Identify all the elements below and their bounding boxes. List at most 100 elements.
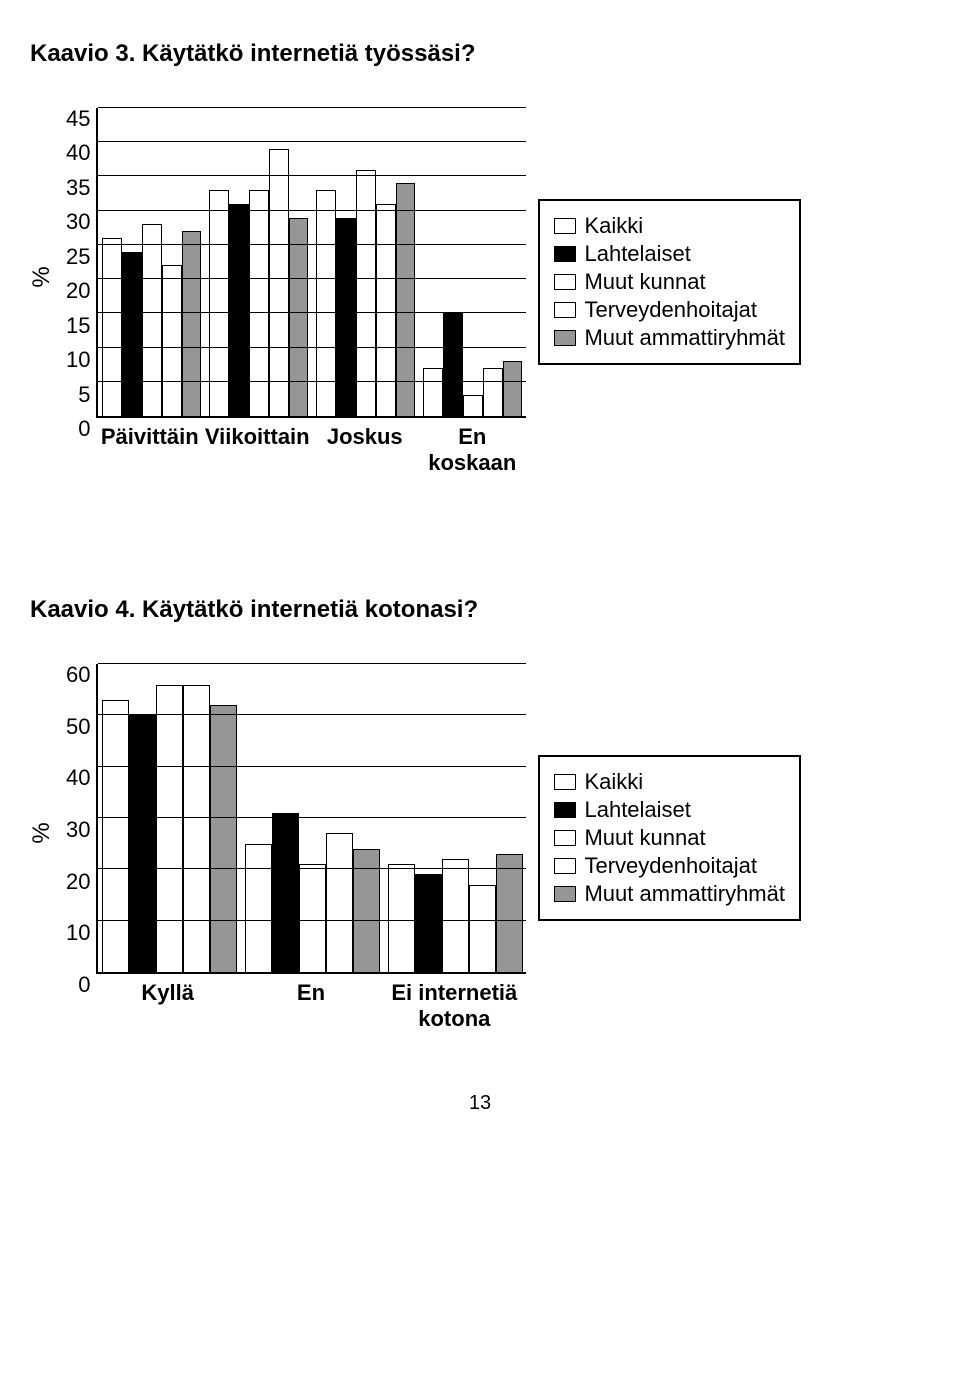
bar: [336, 218, 356, 416]
chart2-plot: [96, 664, 526, 974]
gridline: [98, 920, 526, 921]
bar-group: [98, 108, 205, 416]
bar: [182, 231, 202, 416]
chart2-legend: KaikkiLahtelaisetMuut kunnatTerveydenhoi…: [538, 755, 801, 921]
bar: [102, 700, 129, 972]
chart1-ylabel: %: [28, 265, 56, 289]
bar: [316, 190, 336, 416]
bar: [483, 368, 503, 416]
bar: [356, 170, 376, 416]
bar: [102, 238, 122, 416]
legend-label: Muut kunnat: [584, 825, 705, 851]
legend-label: Lahtelaiset: [584, 797, 690, 823]
gridline: [98, 107, 526, 108]
legend-label: Kaikki: [584, 769, 643, 795]
gridline: [98, 766, 526, 767]
bar: [122, 252, 142, 416]
chart2-xticks: KylläEnEi internetiä kotona: [96, 980, 526, 1032]
gridline: [98, 175, 526, 176]
bar: [353, 849, 380, 972]
bar: [326, 833, 353, 972]
bar: [142, 224, 162, 416]
gridline: [98, 663, 526, 664]
bar: [443, 313, 463, 416]
legend-item: Muut kunnat: [554, 269, 785, 295]
bar: [249, 190, 269, 416]
legend-label: Muut ammattiryhmät: [584, 881, 785, 907]
bar-group: [312, 108, 419, 416]
xtick-label: Ei internetiä kotona: [383, 980, 526, 1032]
legend-swatch: [554, 886, 576, 902]
legend-swatch: [554, 246, 576, 262]
bar-group: [98, 664, 241, 972]
legend-swatch: [554, 218, 576, 234]
chart1: % 454035302520151050 PäivittäinViikoitta…: [30, 108, 930, 476]
chart1-plot: [96, 108, 526, 418]
legend-swatch: [554, 802, 576, 818]
gridline: [98, 381, 526, 382]
chart2-yticks: 6050403020100: [66, 664, 96, 974]
bar: [376, 204, 396, 416]
legend-label: Muut ammattiryhmät: [584, 325, 785, 351]
bar: [496, 854, 523, 972]
bar-group: [205, 108, 312, 416]
legend-item: Lahtelaiset: [554, 797, 785, 823]
bar: [129, 715, 156, 972]
xtick-label: En: [239, 980, 382, 1032]
gridline: [98, 312, 526, 313]
chart2-ylabel: %: [28, 821, 56, 845]
bar-group: [384, 664, 527, 972]
xtick-label: Joskus: [311, 424, 419, 476]
legend-item: Muut kunnat: [554, 825, 785, 851]
bar: [245, 844, 272, 972]
legend-label: Kaikki: [584, 213, 643, 239]
legend-label: Terveydenhoitajat: [584, 297, 756, 323]
chart2: % 6050403020100 KylläEnEi internetiä kot…: [30, 664, 930, 1032]
bar-group: [419, 108, 526, 416]
legend-item: Kaikki: [554, 213, 785, 239]
bar: [210, 705, 237, 972]
gridline: [98, 868, 526, 869]
chart1-title: Kaavio 3. Käytätkö internetiä työssäsi?: [30, 40, 930, 68]
bar: [299, 864, 326, 972]
bar: [423, 368, 443, 416]
xtick-label: En koskaan: [419, 424, 527, 476]
bar: [183, 685, 210, 972]
gridline: [98, 141, 526, 142]
chart1-legend: KaikkiLahtelaisetMuut kunnatTerveydenhoi…: [538, 199, 801, 365]
bar: [503, 361, 523, 416]
legend-swatch: [554, 858, 576, 874]
legend-swatch: [554, 274, 576, 290]
chart1-yticks: 454035302520151050: [66, 108, 96, 418]
gridline: [98, 278, 526, 279]
legend-swatch: [554, 330, 576, 346]
bar: [272, 813, 299, 972]
bar: [209, 190, 229, 416]
gridline: [98, 244, 526, 245]
legend-swatch: [554, 302, 576, 318]
bar: [289, 218, 309, 416]
xtick-label: Viikoittain: [204, 424, 312, 476]
bar: [442, 859, 469, 972]
bar-group: [241, 664, 384, 972]
legend-swatch: [554, 774, 576, 790]
legend-swatch: [554, 830, 576, 846]
gridline: [98, 210, 526, 211]
legend-label: Terveydenhoitajat: [584, 853, 756, 879]
legend-item: Terveydenhoitajat: [554, 853, 785, 879]
bar: [469, 885, 496, 972]
bar: [463, 395, 483, 416]
gridline: [98, 714, 526, 715]
page-number: 13: [30, 1092, 930, 1115]
bar: [388, 864, 415, 972]
legend-item: Kaikki: [554, 769, 785, 795]
bar: [156, 685, 183, 972]
legend-item: Muut ammattiryhmät: [554, 325, 785, 351]
legend-label: Muut kunnat: [584, 269, 705, 295]
bar: [415, 874, 442, 972]
bar: [269, 149, 289, 416]
gridline: [98, 817, 526, 818]
legend-label: Lahtelaiset: [584, 241, 690, 267]
xtick-label: Päivittäin: [96, 424, 204, 476]
chart2-title: Kaavio 4. Käytätkö internetiä kotonasi?: [30, 596, 930, 624]
